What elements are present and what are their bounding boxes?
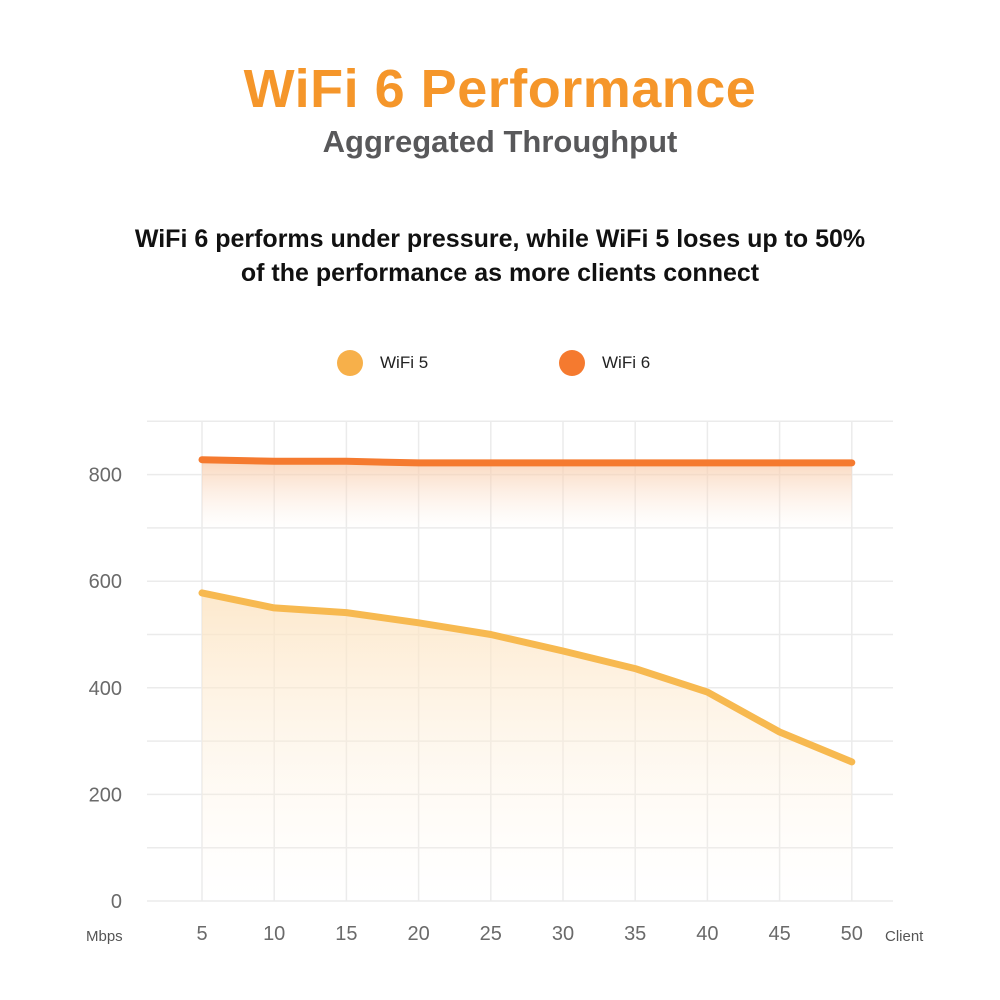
x-axis-ticks: 5 10 15 20 25 30 35 40 45 50 bbox=[196, 923, 862, 945]
legend-dot-icon bbox=[559, 350, 585, 376]
tagline-line-2: of the performance as more clients conne… bbox=[240, 259, 760, 287]
legend-label: WiFi 6 bbox=[602, 353, 651, 372]
line-wifi6 bbox=[198, 456, 856, 467]
x-tick-label: 45 bbox=[768, 923, 790, 945]
x-tick-label: 15 bbox=[335, 923, 357, 945]
legend-item-wifi5: WiFi 5 bbox=[337, 350, 428, 376]
tagline-line-1: WiFi 6 performs under pressure, while Wi… bbox=[134, 225, 866, 253]
area-wifi5 bbox=[202, 592, 852, 901]
chart-tagline: WiFi 6 performs under pressure, while Wi… bbox=[0, 222, 1000, 290]
x-tick-label: 35 bbox=[624, 923, 646, 945]
y-tick-label: 600 bbox=[89, 571, 122, 593]
legend-dot-icon bbox=[337, 350, 363, 376]
x-tick-label: 20 bbox=[407, 923, 429, 945]
series-lines bbox=[198, 456, 856, 766]
x-tick-label: 50 bbox=[841, 923, 863, 945]
area-wifi6 bbox=[202, 459, 852, 530]
x-tick-label: 25 bbox=[480, 923, 502, 945]
x-tick-label: 40 bbox=[696, 923, 718, 945]
y-tick-label: 200 bbox=[89, 784, 122, 806]
chart-title: WiFi 6 Performance bbox=[243, 59, 757, 119]
legend-label: WiFi 5 bbox=[380, 353, 429, 372]
x-unit-label: Client bbox=[885, 928, 924, 945]
y-tick-label: 0 bbox=[111, 891, 122, 913]
legend-item-wifi6: WiFi 6 bbox=[559, 350, 650, 376]
y-tick-label: 800 bbox=[89, 465, 122, 487]
x-tick-label: 10 bbox=[263, 923, 285, 945]
x-tick-label: 5 bbox=[196, 923, 207, 945]
x-tick-label: 30 bbox=[552, 923, 574, 945]
area-fills bbox=[202, 459, 852, 901]
chart-subtitle: Aggregated Throughput bbox=[322, 124, 678, 159]
chart-legend: WiFi 5 WiFi 6 bbox=[0, 350, 1000, 380]
y-unit-label: Mbps bbox=[86, 928, 123, 945]
y-axis-ticks: 0 200 400 600 800 bbox=[89, 465, 122, 913]
y-tick-label: 400 bbox=[89, 678, 122, 700]
line-wifi5 bbox=[198, 589, 856, 766]
